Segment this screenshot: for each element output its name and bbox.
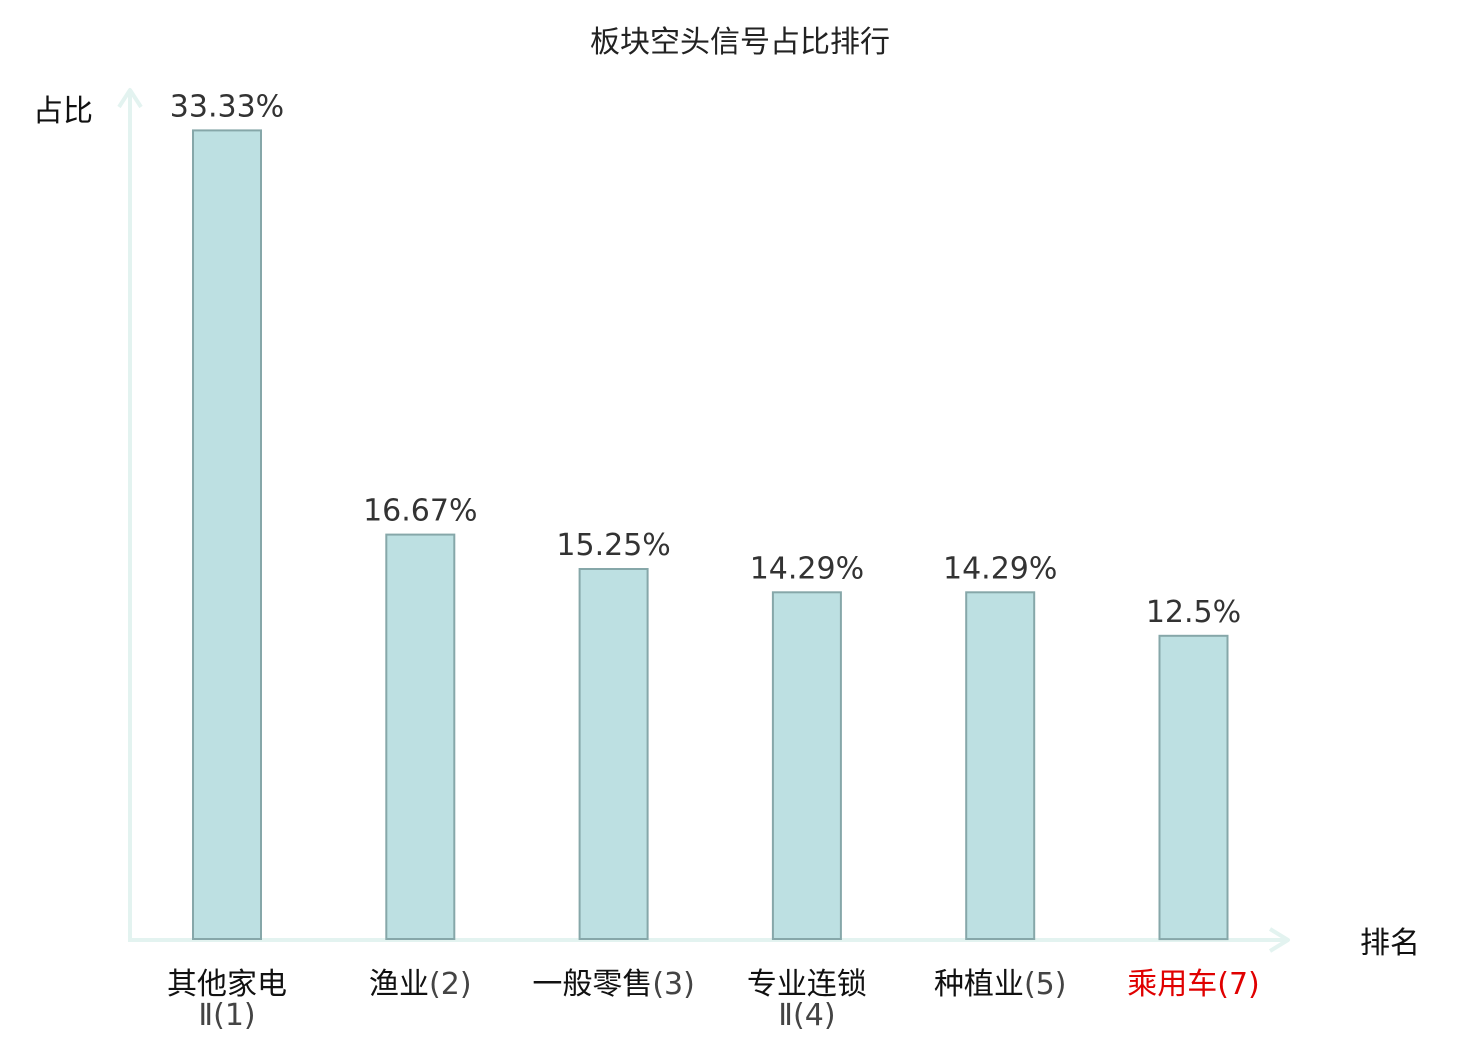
bar-1 [192, 129, 262, 940]
x-tick-rank-6: (7) [1217, 967, 1260, 1002]
bar-6 [1158, 634, 1229, 941]
bar-2 [385, 533, 456, 940]
value-label-1: 33.33% [170, 89, 284, 124]
y-axis-label: 占比 [33, 94, 93, 129]
x-tick-label-3: 一般零售(3) [532, 967, 695, 1002]
x-tick-label-2: 渔业(2) [369, 967, 472, 1002]
x-tick-suffix-4: Ⅱ(4) [778, 998, 835, 1033]
x-axis-arrow [1268, 927, 1290, 953]
x-tick-rank-5: (5) [1024, 967, 1066, 1002]
value-label-3: 15.25% [556, 528, 670, 563]
bar-4 [771, 591, 842, 940]
x-tick-name-5: 种植业 [934, 967, 1024, 1002]
y-axis-arrow [117, 88, 143, 109]
x-tick-label-5: 种植业(5) [934, 967, 1066, 1002]
x-tick-suffix-1: Ⅱ(1) [198, 998, 255, 1033]
x-tick-label-4: 专业连锁 [747, 967, 867, 1002]
value-label-4: 14.29% [750, 551, 864, 586]
chart-title: 板块空头信号占比排行 [590, 25, 890, 60]
x-tick-rank-3: (3) [652, 967, 695, 1002]
value-label-5: 14.29% [943, 551, 1057, 586]
bar-5 [965, 591, 1036, 940]
value-label-6: 12.5% [1146, 595, 1241, 630]
x-tick-name-6: 乘用车 [1127, 967, 1217, 1002]
x-tick-name-3: 一般零售 [532, 967, 652, 1002]
bar-3 [578, 568, 649, 940]
x-tick-name-2: 渔业 [369, 967, 429, 1002]
x-tick-label-1: 其他家电 [167, 967, 287, 1002]
x-axis-label: 排名 [1360, 926, 1420, 961]
value-label-2: 16.67% [363, 494, 477, 529]
x-tick-rank-2: (2) [429, 967, 472, 1002]
x-tick-label-6: 乘用车(7) [1127, 967, 1260, 1002]
bars-layer [192, 129, 1229, 941]
